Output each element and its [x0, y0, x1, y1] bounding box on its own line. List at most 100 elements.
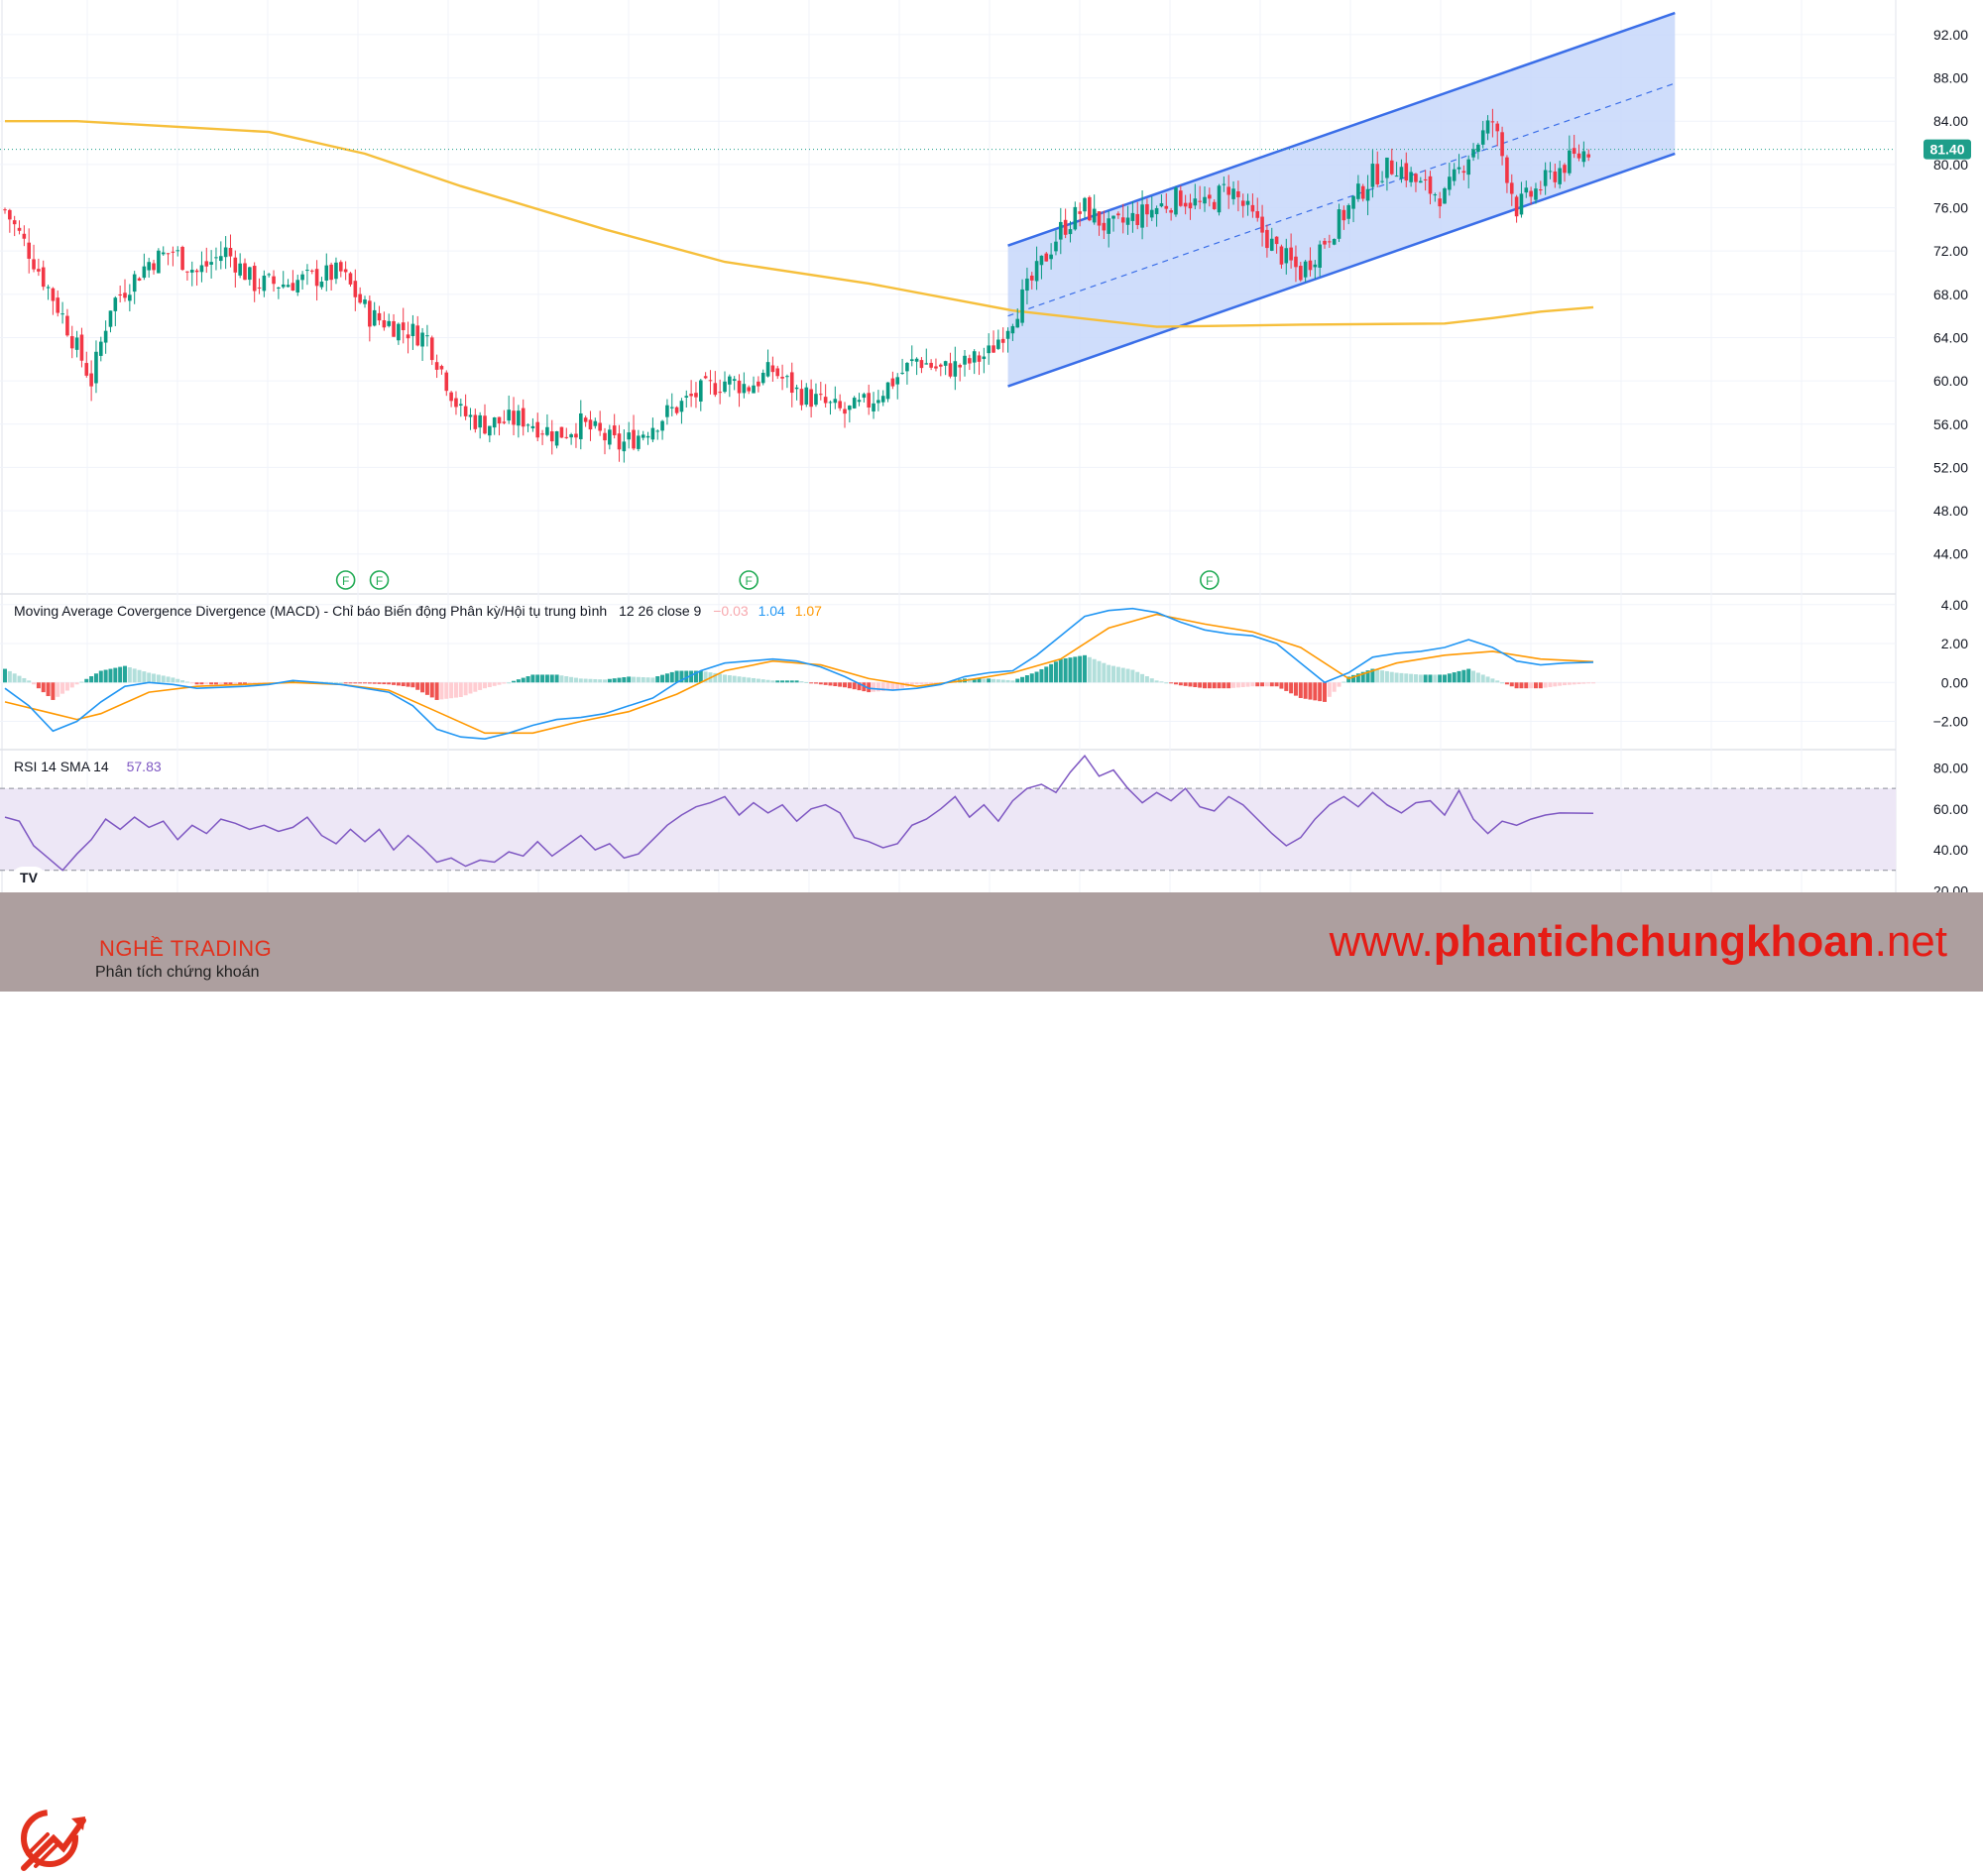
macd-hist-bar [1049, 663, 1054, 683]
macd-hist-bar [1274, 682, 1279, 687]
candle-body [1231, 188, 1235, 199]
candle-body [885, 382, 890, 400]
candle-body [1039, 255, 1044, 266]
candle-body [89, 373, 93, 387]
macd-hist-bar [1130, 669, 1135, 683]
rsi-tick-label: 80.00 [1933, 761, 1968, 776]
candle-body [406, 334, 410, 339]
candle-body [454, 398, 458, 408]
macd-hist-bar [1058, 658, 1063, 683]
macd-hist-bar [69, 682, 74, 688]
macd-hist-bar [113, 667, 118, 683]
macd-hist-bar [228, 682, 233, 685]
candle-body [1423, 178, 1428, 180]
macd-hist-bar [483, 682, 487, 689]
macd-hist-bar [564, 676, 569, 683]
macd-hist-bar [1548, 682, 1553, 687]
candle-body [1198, 200, 1202, 202]
candle-body [1328, 241, 1332, 243]
candle-body [1568, 150, 1572, 174]
macd-hist-bar [89, 676, 94, 683]
macd-hist-bar [1005, 679, 1010, 683]
macd-hist-bar [544, 674, 549, 683]
candle-body [540, 433, 544, 435]
candle-body [185, 271, 189, 273]
tradingview-logo[interactable]: TV [12, 867, 46, 888]
macd-hist-bar [1384, 670, 1389, 683]
chart-area[interactable]: 92.00 88.00 84.00 80.00 76.00 72.00 68.00 64.00… [0, 0, 1983, 892]
macd-hist-bar [875, 682, 880, 692]
candle-body [909, 359, 914, 362]
candle-body [867, 393, 871, 408]
candle-body [314, 269, 319, 287]
site-main: phantichchungkhoan [1433, 917, 1875, 966]
candle-body [262, 275, 267, 292]
macd-hist-bar [401, 682, 406, 687]
macd-hist-bar [204, 682, 209, 685]
macd-hist-bar [1500, 682, 1505, 684]
candle-body [530, 425, 535, 428]
rsi-line [4, 754, 1594, 872]
macd-hist-bar [74, 682, 79, 685]
candle-body [1025, 278, 1029, 292]
macd-hist-bar [924, 682, 929, 684]
macd-hist-bar [1107, 664, 1111, 683]
candle-body [295, 280, 300, 293]
macd-hist-bar [622, 676, 627, 683]
macd-hist-bar [1029, 673, 1034, 683]
candle-body [848, 406, 852, 410]
macd-hist-bar [512, 680, 517, 683]
candle-body [8, 209, 12, 220]
macd-hist-bar [650, 677, 655, 683]
candle-body [880, 396, 885, 403]
macd-hist-bar [929, 682, 934, 684]
candle-body [1380, 180, 1384, 182]
macd-signal-value: 1.07 [794, 603, 822, 619]
candle-body [948, 363, 953, 377]
candle-body [79, 334, 84, 361]
candle-body [132, 274, 137, 293]
dividend-marker-label: F [342, 574, 349, 588]
macd-hist-bar [818, 682, 823, 685]
candle-body [37, 269, 41, 272]
candle-body [549, 431, 554, 442]
macd-hist-bar [502, 682, 507, 684]
candle-body [645, 435, 650, 438]
website-link[interactable]: www.phantichchungkhoan.net [1330, 917, 1947, 967]
macd-hist-bar [535, 674, 540, 683]
macd-hist-bar [813, 682, 818, 684]
candle-body [525, 424, 530, 426]
candle-body [305, 270, 309, 272]
candle-body [1404, 163, 1409, 181]
macd-hist-bar [693, 670, 698, 683]
candle-body [286, 285, 291, 288]
candle-body [1399, 167, 1404, 179]
candle-body [401, 322, 406, 330]
macd-hist-bar [933, 682, 938, 684]
macd-hist-bar [554, 674, 559, 683]
macd-hist-bar [171, 677, 175, 683]
macd-hist-bar [199, 682, 204, 685]
macd-hist-bar [444, 682, 449, 699]
candle-body [1174, 187, 1178, 215]
candle-body [1529, 190, 1533, 197]
candle-body [377, 312, 382, 321]
macd-hist-bar [353, 682, 358, 684]
candle-body [1495, 123, 1500, 132]
candle-body [334, 262, 338, 280]
macd-hist-bar [118, 666, 123, 683]
candle-body [1140, 204, 1144, 228]
macd-hist-bar [573, 677, 578, 683]
macd-hist-bar [1380, 670, 1385, 683]
candle-body [429, 337, 434, 361]
macd-hist-bar [732, 675, 737, 683]
macd-hist-bar [166, 676, 171, 683]
last-price-badge [1924, 139, 1971, 160]
candle-body [679, 401, 684, 412]
candle-body [512, 410, 516, 425]
candle-body [535, 421, 540, 438]
macd-hist-bar [453, 682, 458, 698]
macd-hist-bar [914, 682, 919, 685]
macd-hist-bar [507, 682, 512, 684]
macd-hist-bar [1034, 671, 1039, 683]
